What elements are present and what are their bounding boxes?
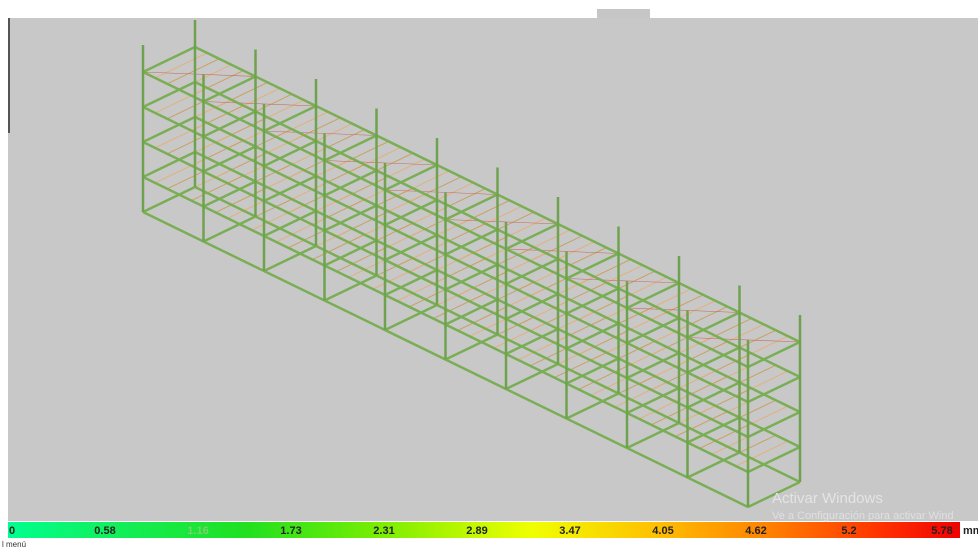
watermark-title: Activar Windows <box>772 490 883 507</box>
scale-label: 1.16 <box>187 525 208 537</box>
watermark-subtitle: Ve a Configuración para activar Wind <box>772 510 954 522</box>
structure-model <box>8 18 978 521</box>
scale-label: 1.73 <box>280 525 301 537</box>
cross-beam <box>143 47 195 72</box>
scale-label: 0 <box>9 525 15 537</box>
status-text: l menú <box>2 540 26 549</box>
scale-label: 2.89 <box>466 525 487 537</box>
toolbar-strip <box>0 0 978 10</box>
scale-label: 0.58 <box>94 525 115 537</box>
scale-label: 5.2 <box>841 525 856 537</box>
scale-label: 4.62 <box>745 525 766 537</box>
scale-label: 5.78 <box>931 525 952 537</box>
splitter[interactable] <box>8 18 10 133</box>
viewport[interactable] <box>8 18 978 521</box>
scale-label: 4.05 <box>652 525 673 537</box>
app-window: {"legend":{"labels":[0,0.58,1.16,1.73,2.… <box>0 0 978 549</box>
tab[interactable] <box>597 9 650 18</box>
scale-label: 2.31 <box>373 525 394 537</box>
scale-label: 3.47 <box>559 525 580 537</box>
joist <box>167 59 219 84</box>
scale-unit: mm <box>963 525 978 537</box>
